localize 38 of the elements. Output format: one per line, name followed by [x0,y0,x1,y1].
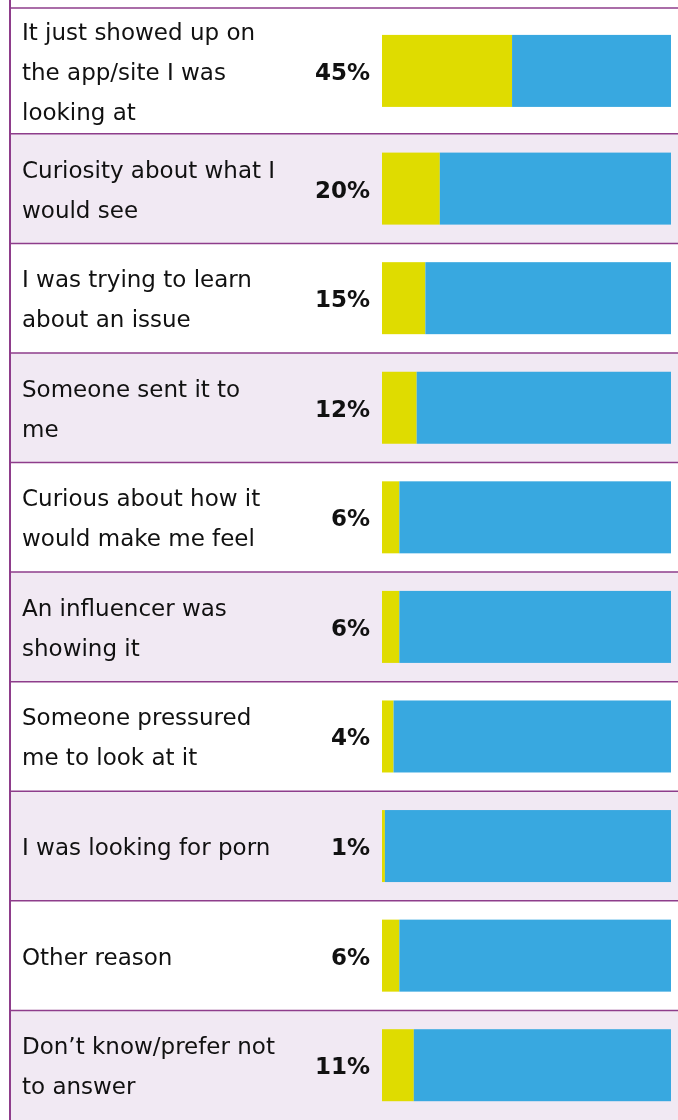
y-tick-label: Someone pressured me to look at it [22,704,252,771]
y-tick-label: Curiosity about what I would see [22,156,276,223]
data-label: 6% [330,614,370,641]
data-label: 15% [314,286,370,313]
bar [382,919,400,992]
y-tick-label: Don’t know/prefer not to answer [22,1033,275,1100]
data-label: 6% [330,505,370,532]
bar [382,1029,414,1102]
bar [382,262,426,335]
data-label: 6% [330,943,370,970]
bar [399,481,671,554]
data-label: 12% [314,395,370,422]
bar [439,152,671,225]
bar [382,371,417,444]
bar [413,1029,671,1102]
bar [382,481,400,554]
y-tick-label: I was trying to learn about an issue [22,266,252,333]
data-label: 20% [314,176,370,203]
y-tick-label: I was looking for porn [22,834,271,861]
data-label: 4% [330,724,370,751]
y-tick-label: An influencer was showing it [22,594,227,661]
bar [384,810,671,883]
bar [416,371,671,444]
bar [382,152,440,225]
y-tick-label: Other reason [22,943,173,970]
y-tick-label: Someone sent it to me [22,375,241,442]
bar [399,919,671,992]
data-label: 45% [314,58,370,85]
bar [382,590,400,663]
bar [425,262,671,335]
data-label: 1% [330,834,370,861]
bar [382,810,385,883]
bar [399,590,671,663]
y-tick-label: It just showed up on the app/site I was looking at [22,18,256,125]
bar [393,700,671,773]
bar [382,700,394,773]
data-label: 11% [314,1053,370,1080]
y-tick-label: Curious about how it would make me feel [22,485,261,552]
